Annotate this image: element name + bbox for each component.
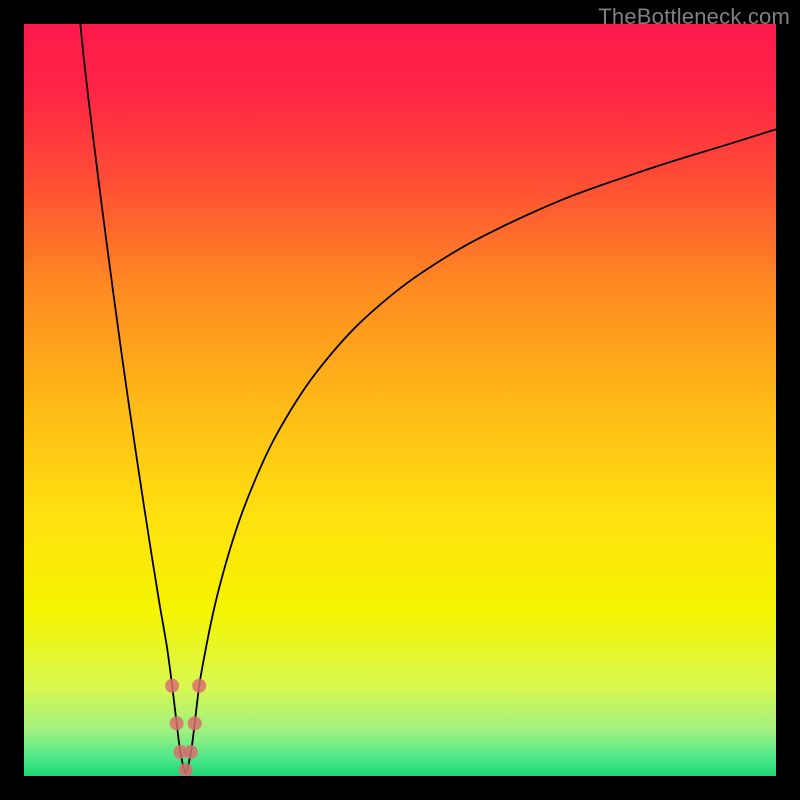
chart-background-gradient — [24, 24, 776, 776]
curve-marker — [179, 763, 193, 777]
curve-marker — [165, 679, 179, 693]
curve-marker — [192, 679, 206, 693]
bottleneck-chart — [0, 0, 800, 800]
curve-marker — [184, 745, 198, 759]
curve-marker — [188, 716, 202, 730]
curve-marker — [170, 716, 184, 730]
chart-root: { "meta": { "watermark": "TheBottleneck.… — [0, 0, 800, 800]
watermark-text: TheBottleneck.com — [598, 4, 790, 30]
